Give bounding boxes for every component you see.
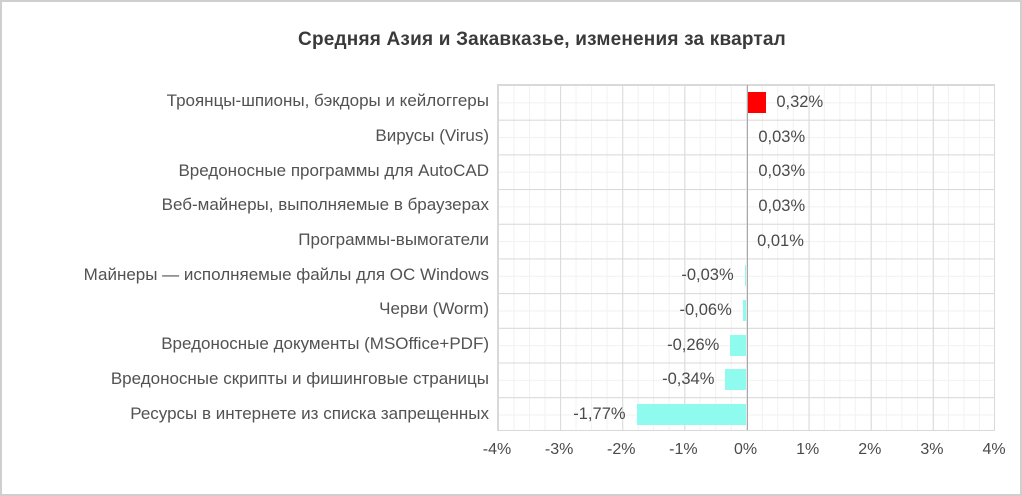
category-label: Программы-вымогатели (298, 230, 489, 250)
x-axis-tick-label: 1% (796, 441, 820, 458)
x-axis-tick-label: -2% (607, 441, 636, 458)
bar-value-label: -0,06% (679, 301, 732, 320)
bar (725, 369, 747, 391)
category-label: Вирусы (Virus) (375, 126, 489, 146)
bar-value-label: 0,01% (757, 231, 804, 250)
bar-value-label: 0,03% (758, 162, 806, 181)
bar-value-label: -1,77% (573, 405, 626, 424)
bar-value-label: -0,34% (662, 370, 715, 389)
x-axis-tick-label: -1% (669, 441, 698, 458)
category-label: Вредоносные документы (MSOffice+PDF) (161, 334, 489, 354)
x-axis-tick-label: 2% (858, 441, 882, 458)
bar (744, 265, 747, 287)
x-axis-tick-label: 4% (982, 441, 1006, 458)
category-label: Майнеры — исполняемые файлы для ОС Windo… (83, 264, 489, 284)
plot-area: 0,32% 0,03% 0,03% 0,03% 0,01% -0,03% -0,06% -0,… (497, 84, 995, 431)
bar-value-label: -0,03% (681, 266, 734, 285)
bar-value-label: 0,32% (776, 92, 824, 111)
x-axis-tick-label: -4% (482, 441, 512, 458)
x-axis-tick-label: 0% (733, 441, 758, 458)
bar-value-label: -0,26% (667, 335, 720, 354)
category-label: Вредоносные скрипты и фишинговые страниц… (110, 368, 489, 388)
category-label: Ресурсы в интернете из списка запрещенны… (130, 403, 489, 423)
bar (636, 404, 747, 426)
category-axis-labels: Троянцы-шпионы, бэкдоры и кейлоггеры Виру… (2, 84, 489, 431)
x-axis-tick-label: -3% (544, 441, 574, 458)
x-axis-tick-label: 3% (920, 441, 944, 458)
bar-value-label: 0,03% (758, 127, 806, 146)
bar (746, 91, 767, 113)
bar (742, 300, 747, 322)
zero-axis-line (746, 85, 748, 430)
bar-value-label: 0,03% (758, 196, 806, 215)
category-label: Вредоносные программы для AutoCAD (178, 160, 489, 180)
x-axis-tick-labels: -4% -3% -2% -1% 0% 1% 2% 3% 4% (483, 441, 1006, 463)
bar (730, 334, 747, 356)
chart-title: Средняя Азия и Закавказье, изменения за … (298, 29, 786, 50)
category-label: Троянцы-шпионы, бэкдоры и кейлоггеры (166, 91, 489, 111)
category-label: Веб-майнеры, выполняемые в браузерах (161, 195, 489, 215)
category-label: Черви (Worm) (379, 299, 489, 319)
